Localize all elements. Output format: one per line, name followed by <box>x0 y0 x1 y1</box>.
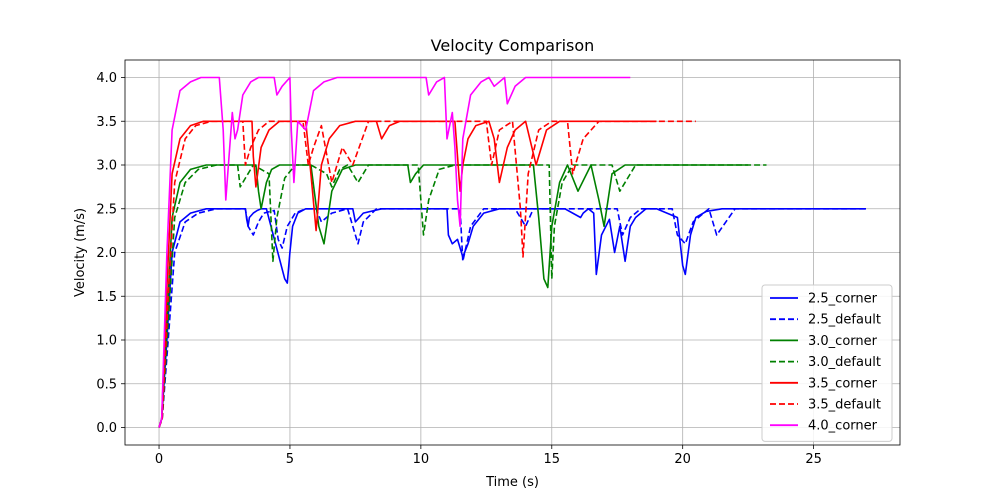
y-tick-label: 4.0 <box>96 71 117 86</box>
y-tick-label: 1.5 <box>96 290 117 305</box>
x-tick-label: 10 <box>413 452 430 467</box>
legend-label: 2.5_corner <box>808 292 878 307</box>
legend-label: 4.0_corner <box>808 419 878 434</box>
y-tick-label: 1.0 <box>96 334 117 349</box>
x-axis-label: Time (s) <box>485 475 539 490</box>
series-line-3-5-default <box>158 120 696 428</box>
legend: 2.5_corner 2.5_default 3.0_corner 3.0_defau… <box>761 284 893 442</box>
series-line-3-5-corner <box>158 120 657 428</box>
legend-box <box>761 284 893 442</box>
series-line-2-5-corner <box>158 208 866 428</box>
legend-label: 3.5_default <box>808 398 881 413</box>
x-tick-label: 15 <box>544 452 561 467</box>
y-tick-label: 2.5 <box>96 202 117 217</box>
x-tick-label: 5 <box>286 452 294 467</box>
y-axis-label: Velocity (m/s) <box>73 208 88 297</box>
chart-title: Velocity Comparison <box>431 36 595 55</box>
x-tick-label: 0 <box>155 452 163 467</box>
series-line-2-5-default <box>158 208 866 428</box>
series-lines <box>158 76 866 428</box>
y-tick-label: 3.0 <box>96 159 117 174</box>
series-line-4-0-corner <box>158 76 631 428</box>
x-tick-label: 20 <box>674 452 691 467</box>
legend-label: 3.0_default <box>808 355 881 370</box>
axis-ticks: 0 5 10 15 20 25 0.0 0.5 1.0 1.5 2.0 2.5 3.0 3.5 4.0 <box>96 71 822 467</box>
y-tick-label: 0.5 <box>96 377 117 392</box>
y-tick-label: 3.5 <box>96 115 117 130</box>
y-tick-label: 2.0 <box>96 246 117 261</box>
legend-label: 3.5_corner <box>808 376 878 391</box>
x-tick-label: 25 <box>805 452 822 467</box>
legend-label: 2.5_default <box>808 313 881 328</box>
series-line-3-0-default <box>158 164 767 428</box>
legend-label: 3.0_corner <box>808 334 878 349</box>
y-tick-label: 0.0 <box>96 421 117 436</box>
